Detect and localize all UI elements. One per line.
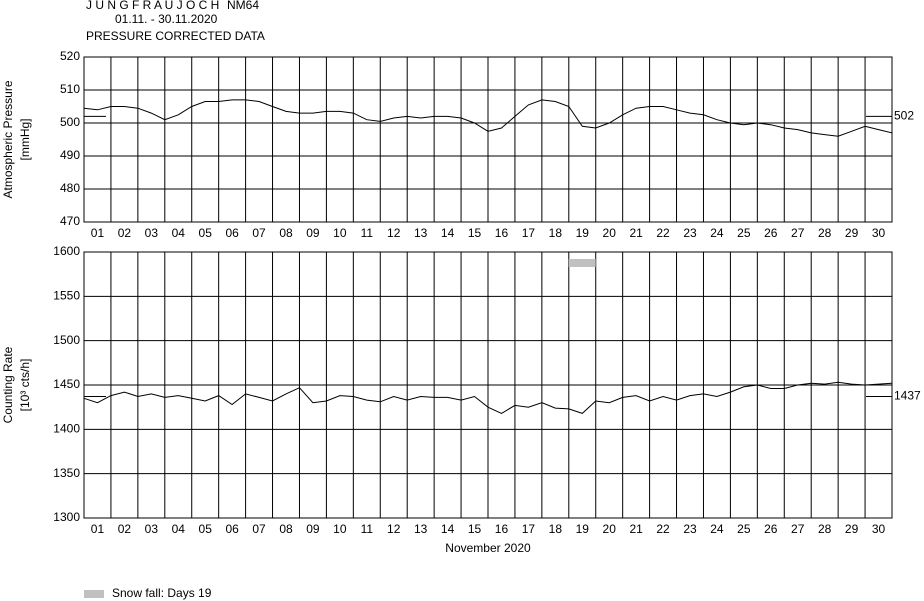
x-tick-label: 19 — [576, 226, 590, 240]
x-tick-label: 05 — [199, 226, 213, 240]
y-tick-label: 1500 — [53, 333, 80, 347]
data-line — [83, 99, 893, 137]
x-tick-label: 25 — [737, 226, 751, 240]
x-tick-label: 17 — [522, 522, 536, 536]
data-line — [83, 381, 893, 414]
x-tick-label: 08 — [279, 522, 293, 536]
x-tick-label: 12 — [387, 522, 401, 536]
x-tick-label: 28 — [818, 226, 832, 240]
x-tick-label: 20 — [603, 226, 617, 240]
x-tick-label: 02 — [118, 226, 132, 240]
x-tick-label: 18 — [549, 226, 563, 240]
x-tick-label: 24 — [710, 226, 724, 240]
x-tick-label: 17 — [522, 226, 536, 240]
x-tick-label: 04 — [172, 522, 186, 536]
x-tick-label: 22 — [656, 226, 670, 240]
x-tick-label: 09 — [306, 226, 320, 240]
x-tick-label: 15 — [468, 226, 482, 240]
x-tick-label: 30 — [872, 522, 886, 536]
x-tick-label: 21 — [629, 522, 643, 536]
x-tick-label: 03 — [145, 226, 159, 240]
x-tick-label: 10 — [333, 226, 347, 240]
x-tick-label: 11 — [361, 522, 374, 536]
x-tick-label: 27 — [791, 522, 805, 536]
x-tick-label: 06 — [225, 226, 239, 240]
x-tick-label: 19 — [576, 522, 590, 536]
x-tick-label: 11 — [361, 226, 374, 240]
x-tick-label: 24 — [710, 522, 724, 536]
y-tick-label: 520 — [60, 49, 80, 63]
x-tick-label: 29 — [845, 522, 859, 536]
y-axis-unit: [mmHg] — [18, 119, 32, 161]
x-tick-label: 01 — [91, 226, 105, 240]
y-tick-label: 470 — [60, 214, 80, 228]
y-tick-label: 500 — [60, 115, 80, 129]
y-tick-label: 1350 — [53, 466, 80, 480]
x-tick-label: 13 — [414, 226, 428, 240]
y-axis-unit: [10³ cts/h] — [18, 359, 32, 412]
x-tick-label: 26 — [764, 522, 778, 536]
x-tick-label: 13 — [414, 522, 428, 536]
period: 01.11. - 30.11.2020 — [115, 12, 218, 26]
reference-label: 502 — [894, 109, 914, 123]
y-tick-label: 1450 — [53, 377, 80, 391]
x-tick-label: 27 — [791, 226, 805, 240]
x-tick-label: 12 — [387, 226, 401, 240]
y-tick-label: 1300 — [53, 510, 80, 524]
x-tick-label: 04 — [172, 226, 186, 240]
x-tick-label: 07 — [252, 522, 266, 536]
x-tick-label: 23 — [683, 226, 697, 240]
legend-label: Snow fall: Days 19 — [112, 586, 212, 600]
x-tick-label: 01 — [91, 522, 105, 536]
x-tick-label: 26 — [764, 226, 778, 240]
x-tick-label: 06 — [225, 522, 239, 536]
x-tick-label: 14 — [441, 226, 455, 240]
y-tick-label: 490 — [60, 148, 80, 162]
x-tick-label: 28 — [818, 522, 832, 536]
y-tick-label: 480 — [60, 181, 80, 195]
subtitle: PRESSURE CORRECTED DATA — [86, 29, 265, 43]
legend-swatch — [84, 590, 104, 598]
y-tick-label: 1550 — [53, 289, 80, 303]
x-tick-label: 02 — [118, 522, 132, 536]
x-tick-label: 08 — [279, 226, 293, 240]
x-tick-label: 03 — [145, 522, 159, 536]
x-tick-label: 30 — [872, 226, 886, 240]
x-tick-label: 05 — [199, 522, 213, 536]
snow-marker — [568, 259, 596, 267]
title: J U N G F R A U J O C H — [86, 0, 219, 12]
y-axis-label: Counting Rate — [1, 346, 15, 423]
x-tick-label: 20 — [603, 522, 617, 536]
x-tick-label: 15 — [468, 522, 482, 536]
y-tick-label: 1600 — [53, 244, 80, 258]
x-tick-label: 23 — [683, 522, 697, 536]
x-tick-label: 18 — [549, 522, 563, 536]
x-tick-label: 16 — [495, 226, 509, 240]
x-tick-label: 07 — [252, 226, 266, 240]
y-axis-label: Atmospheric Pressure — [1, 80, 15, 198]
x-tick-label: 09 — [306, 522, 320, 536]
x-tick-label: 29 — [845, 226, 859, 240]
x-tick-label: 25 — [737, 522, 751, 536]
x-tick-label: 22 — [656, 522, 670, 536]
y-tick-label: 510 — [60, 82, 80, 96]
x-tick-label: 21 — [629, 226, 643, 240]
y-tick-label: 1400 — [53, 422, 80, 436]
station: NM64 — [227, 0, 259, 12]
x-tick-label: 10 — [333, 522, 347, 536]
reference-label: 1437 — [894, 389, 921, 403]
x-tick-label: 16 — [495, 522, 509, 536]
x-tick-label: 14 — [441, 522, 455, 536]
x-axis-label: November 2020 — [445, 541, 531, 555]
